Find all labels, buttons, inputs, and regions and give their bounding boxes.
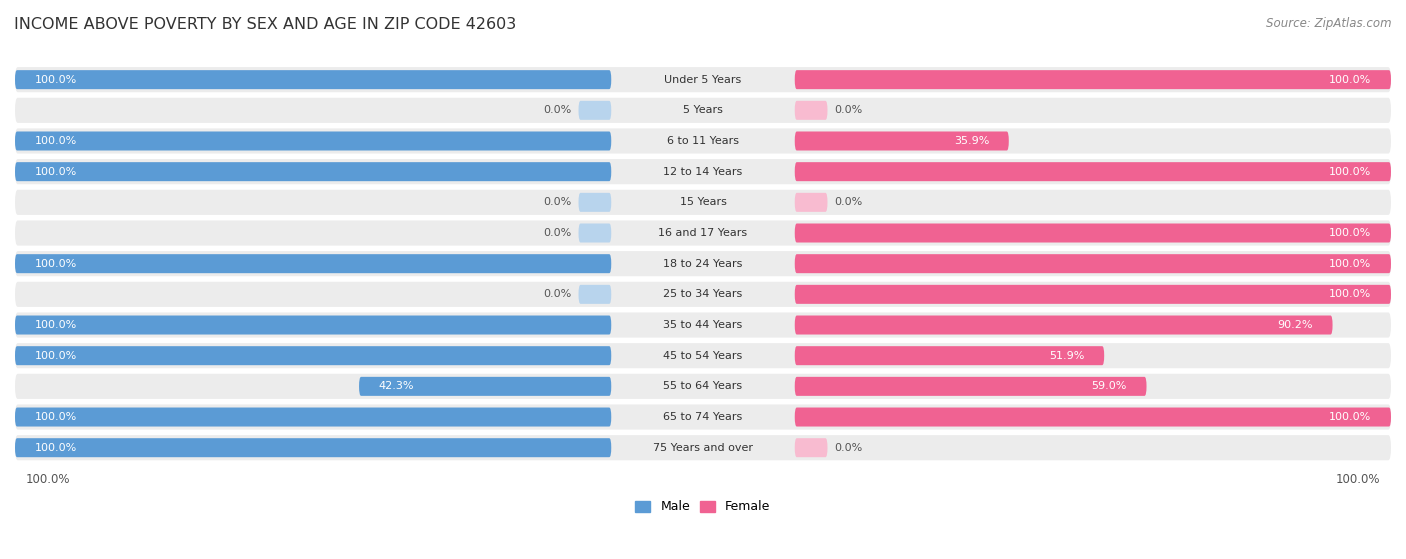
Text: 0.0%: 0.0% [834, 105, 862, 115]
Text: 100.0%: 100.0% [1329, 75, 1371, 84]
FancyBboxPatch shape [15, 315, 612, 334]
FancyBboxPatch shape [15, 374, 1391, 399]
Text: 12 to 14 Years: 12 to 14 Years [664, 167, 742, 177]
Text: 75 Years and over: 75 Years and over [652, 443, 754, 453]
Text: 35 to 44 Years: 35 to 44 Years [664, 320, 742, 330]
FancyBboxPatch shape [794, 438, 828, 457]
Text: INCOME ABOVE POVERTY BY SEX AND AGE IN ZIP CODE 42603: INCOME ABOVE POVERTY BY SEX AND AGE IN Z… [14, 17, 516, 32]
FancyBboxPatch shape [15, 131, 612, 150]
FancyBboxPatch shape [578, 224, 612, 243]
Text: 15 Years: 15 Years [679, 197, 727, 207]
Text: 5 Years: 5 Years [683, 105, 723, 115]
Text: 100.0%: 100.0% [1329, 290, 1371, 300]
FancyBboxPatch shape [15, 312, 1391, 338]
FancyBboxPatch shape [578, 101, 612, 120]
FancyBboxPatch shape [794, 131, 1008, 150]
Text: 16 and 17 Years: 16 and 17 Years [658, 228, 748, 238]
FancyBboxPatch shape [15, 346, 612, 365]
Text: 35.9%: 35.9% [953, 136, 990, 146]
FancyBboxPatch shape [15, 251, 1391, 276]
Text: 0.0%: 0.0% [834, 197, 862, 207]
Text: 100.0%: 100.0% [1329, 412, 1371, 422]
Text: 100.0%: 100.0% [35, 412, 77, 422]
FancyBboxPatch shape [794, 408, 1391, 427]
Text: 100.0%: 100.0% [35, 167, 77, 177]
Text: 65 to 74 Years: 65 to 74 Years [664, 412, 742, 422]
FancyBboxPatch shape [794, 315, 1333, 334]
Text: 100.0%: 100.0% [35, 443, 77, 453]
FancyBboxPatch shape [15, 405, 1391, 430]
Text: 100.0%: 100.0% [1329, 228, 1371, 238]
FancyBboxPatch shape [15, 162, 612, 181]
FancyBboxPatch shape [578, 193, 612, 212]
Text: 100.0%: 100.0% [35, 136, 77, 146]
Text: 100.0%: 100.0% [35, 75, 77, 84]
Text: 45 to 54 Years: 45 to 54 Years [664, 350, 742, 361]
Text: 0.0%: 0.0% [544, 290, 572, 300]
FancyBboxPatch shape [15, 435, 1391, 460]
Text: 100.0%: 100.0% [35, 320, 77, 330]
Text: Under 5 Years: Under 5 Years [665, 75, 741, 84]
FancyBboxPatch shape [359, 377, 612, 396]
FancyBboxPatch shape [794, 346, 1104, 365]
FancyBboxPatch shape [794, 193, 828, 212]
Text: 0.0%: 0.0% [834, 443, 862, 453]
FancyBboxPatch shape [794, 162, 1391, 181]
Text: 90.2%: 90.2% [1278, 320, 1313, 330]
FancyBboxPatch shape [794, 70, 1391, 89]
Text: 6 to 11 Years: 6 to 11 Years [666, 136, 740, 146]
FancyBboxPatch shape [15, 282, 1391, 307]
Text: 0.0%: 0.0% [544, 105, 572, 115]
FancyBboxPatch shape [15, 408, 612, 427]
Text: Source: ZipAtlas.com: Source: ZipAtlas.com [1267, 17, 1392, 30]
Text: 0.0%: 0.0% [544, 197, 572, 207]
FancyBboxPatch shape [15, 159, 1391, 184]
Text: 42.3%: 42.3% [378, 381, 415, 391]
Legend: Male, Female: Male, Female [630, 495, 776, 519]
FancyBboxPatch shape [794, 377, 1146, 396]
FancyBboxPatch shape [15, 67, 1391, 92]
FancyBboxPatch shape [15, 70, 612, 89]
FancyBboxPatch shape [578, 285, 612, 304]
Text: 59.0%: 59.0% [1091, 381, 1126, 391]
FancyBboxPatch shape [794, 254, 1391, 273]
FancyBboxPatch shape [15, 129, 1391, 154]
Text: 55 to 64 Years: 55 to 64 Years [664, 381, 742, 391]
FancyBboxPatch shape [15, 98, 1391, 123]
FancyBboxPatch shape [794, 101, 828, 120]
FancyBboxPatch shape [15, 190, 1391, 215]
Text: 100.0%: 100.0% [35, 350, 77, 361]
Text: 100.0%: 100.0% [35, 259, 77, 269]
Text: 18 to 24 Years: 18 to 24 Years [664, 259, 742, 269]
Text: 100.0%: 100.0% [1329, 259, 1371, 269]
Text: 0.0%: 0.0% [544, 228, 572, 238]
FancyBboxPatch shape [15, 220, 1391, 245]
Text: 51.9%: 51.9% [1049, 350, 1084, 361]
FancyBboxPatch shape [15, 254, 612, 273]
FancyBboxPatch shape [15, 343, 1391, 368]
FancyBboxPatch shape [794, 285, 1391, 304]
FancyBboxPatch shape [794, 224, 1391, 243]
Text: 25 to 34 Years: 25 to 34 Years [664, 290, 742, 300]
FancyBboxPatch shape [15, 438, 612, 457]
Text: 100.0%: 100.0% [1329, 167, 1371, 177]
